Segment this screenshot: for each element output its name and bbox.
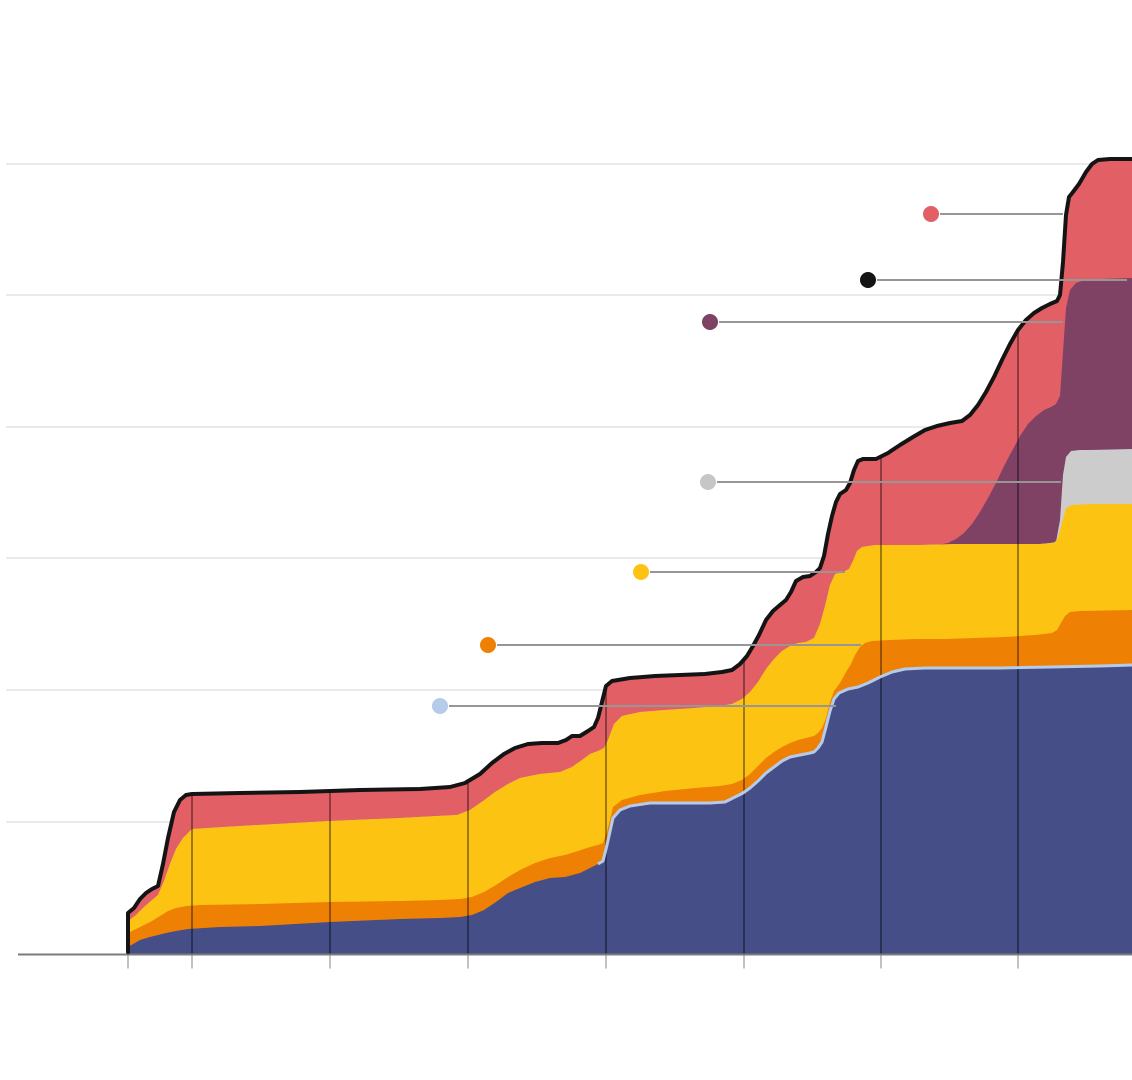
legend-dot-black [860, 272, 876, 288]
legend-dot-purple [702, 314, 718, 330]
legend-dot-yellow [633, 564, 649, 580]
lightblue-line [597, 663, 1132, 866]
legend-dot-red [923, 206, 939, 222]
legend-dot-orange [480, 637, 496, 653]
total-line [126, 157, 1132, 954]
legend-dot-gray [700, 474, 716, 490]
area-navy [128, 665, 1132, 955]
legend-dot-lightblue [432, 698, 448, 714]
